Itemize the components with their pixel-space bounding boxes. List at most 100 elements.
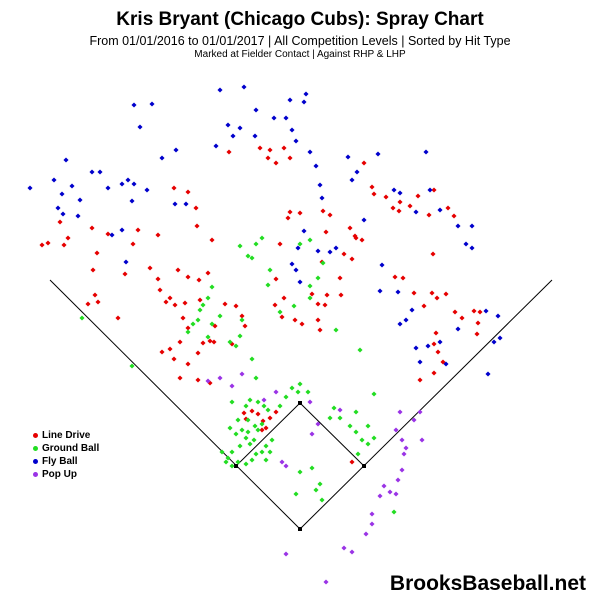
fly-ball-point	[413, 209, 419, 215]
fly-ball-point	[463, 241, 469, 247]
line-drive-point	[177, 375, 183, 381]
line-drive-point	[92, 292, 98, 298]
line-drive-point	[180, 315, 186, 321]
fly-ball-point	[455, 223, 461, 229]
line-drive-point	[115, 315, 121, 321]
line-drive-point	[94, 250, 100, 256]
line-drive-point	[130, 241, 136, 247]
line-drive-point	[255, 411, 261, 417]
line-drive-point	[421, 303, 427, 309]
fly-ball-point	[283, 115, 289, 121]
legend-label-line-drive: Line Drive	[42, 430, 91, 441]
line-drive-point	[445, 205, 451, 211]
fly-ball-point	[437, 339, 443, 345]
ground-ball-point	[365, 423, 371, 429]
pop-up-point	[229, 383, 235, 389]
ground-ball-point	[307, 283, 313, 289]
line-drive-point	[267, 147, 273, 153]
line-drive-point	[407, 203, 413, 209]
line-drive-point	[475, 320, 481, 326]
line-drive-point	[349, 256, 355, 262]
line-drive-point	[185, 274, 191, 280]
chart-note: Marked at Fielder Contact | Against RHP …	[194, 49, 406, 60]
line-drive-point	[147, 265, 153, 271]
ground-ball-point	[263, 457, 269, 463]
ground-ball-point	[307, 237, 313, 243]
line-drive-point	[443, 291, 449, 297]
line-drive-point	[299, 321, 305, 327]
ground-ball-point	[205, 295, 211, 301]
line-drive-point	[85, 301, 91, 307]
line-drive-point	[315, 301, 321, 307]
line-drive-point	[347, 225, 353, 231]
fly-ball-point	[327, 249, 333, 255]
pop-up-point	[395, 477, 401, 483]
ground-ball-point	[305, 389, 311, 395]
line-drive-point	[193, 205, 199, 211]
line-drive-point	[197, 297, 203, 303]
line-drive-point	[349, 459, 355, 465]
fly-ball-point	[301, 99, 307, 105]
pop-up-point	[377, 493, 383, 499]
line-drive-point	[171, 356, 177, 362]
fly-ball-point	[317, 182, 323, 188]
ground-ball-point	[337, 415, 343, 421]
line-drive-point	[171, 185, 177, 191]
ground-ball-point	[249, 356, 255, 362]
line-drive-point	[277, 241, 283, 247]
third-base	[234, 464, 238, 468]
line-drive-point	[57, 219, 63, 225]
line-drive-point	[324, 292, 330, 298]
line-drive-point	[426, 212, 432, 218]
fly-ball-point	[301, 228, 307, 234]
fly-ball-point	[75, 213, 81, 219]
line-drive-point	[249, 408, 255, 414]
second-base	[298, 401, 302, 405]
fly-ball-point	[377, 288, 383, 294]
ground-ball-point	[227, 425, 233, 431]
pop-up-point	[283, 551, 289, 557]
ground-ball-point	[235, 417, 241, 423]
fly-ball-point	[131, 102, 137, 108]
line-drive-point	[194, 223, 200, 229]
fly-ball-point	[55, 205, 61, 211]
fly-ball-point	[289, 261, 295, 267]
line-drive-point	[241, 410, 247, 416]
line-drive-point	[273, 276, 279, 282]
line-drive-point	[155, 232, 161, 238]
ground-ball-point	[297, 381, 303, 387]
fly-ball-point	[315, 248, 321, 254]
ground-ball-point	[267, 449, 273, 455]
line-drive-point	[451, 213, 457, 219]
line-drive-point	[211, 339, 217, 345]
line-drive-point	[95, 299, 101, 305]
fly-ball-point	[137, 124, 143, 130]
fly-ball-point	[379, 262, 385, 268]
ground-ball-point	[217, 313, 223, 319]
fly-ball-point	[297, 279, 303, 285]
line-drive-point	[338, 292, 344, 298]
legend-item-ground-ball: Ground Ball	[33, 442, 99, 455]
ground-ball-point	[251, 437, 257, 443]
ground-ball-point	[319, 497, 325, 503]
ground-ball-point	[195, 317, 201, 323]
line-drive-point	[163, 299, 169, 305]
chart-subtitle: From 01/01/2016 to 01/01/2017 | All Comp…	[89, 34, 511, 48]
line-drive-point	[157, 287, 163, 293]
line-drive-point	[281, 295, 287, 301]
basepath-second-first	[299, 402, 365, 467]
line-drive-point	[411, 290, 417, 296]
pop-up-point	[419, 437, 425, 443]
line-drive-point	[265, 155, 271, 161]
line-drive-point	[285, 215, 291, 221]
pop-up-point	[341, 545, 347, 551]
pop-up-point	[283, 463, 289, 469]
line-drive-point	[287, 155, 293, 161]
line-drive-point	[182, 300, 188, 306]
line-drive-point	[272, 302, 278, 308]
field-lines	[49, 279, 553, 531]
line-drive-point	[431, 370, 437, 376]
fly-ball-point	[289, 127, 295, 133]
fly-ball-point	[63, 157, 69, 163]
ground-ball-point	[237, 333, 243, 339]
